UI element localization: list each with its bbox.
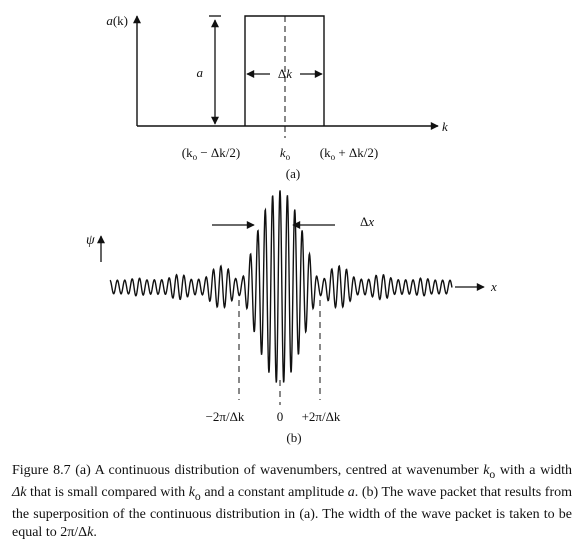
panel-b-tag: (b) bbox=[286, 430, 301, 445]
dx-label: Δx bbox=[360, 214, 374, 229]
panel-b-x-label: x bbox=[490, 279, 497, 294]
figure-8-7: a(k) k a Δk (ko − Δk/2) ko (ko + Δk/2) (… bbox=[86, 13, 497, 445]
tick-zero: 0 bbox=[277, 409, 284, 424]
wave-packet-curve bbox=[109, 190, 453, 383]
panel-a-x-label: k bbox=[442, 119, 448, 134]
tick-minus-2pi-dk: −2π/Δk bbox=[206, 409, 245, 424]
tick-k0: ko bbox=[280, 145, 291, 162]
amplitude-label: a bbox=[197, 65, 204, 80]
figure-caption: Figure 8.7 (a) A continuous distribution… bbox=[12, 463, 573, 540]
tick-plus-2pi-dk: +2π/Δk bbox=[302, 409, 341, 424]
tick-k0-minus: (ko − Δk/2) bbox=[182, 145, 240, 162]
panel-a: a(k) k a Δk (ko − Δk/2) ko (ko + Δk/2) (… bbox=[106, 13, 448, 181]
panel-b: ψ x Δx −2π/Δk 0 +2π/Δk (b) bbox=[86, 190, 497, 445]
panel-b-y-label: ψ bbox=[86, 233, 95, 248]
tick-k0-plus: (ko + Δk/2) bbox=[320, 145, 378, 162]
panel-a-y-label: a(k) bbox=[106, 13, 128, 28]
panel-a-tag: (a) bbox=[286, 166, 300, 181]
width-label-dk: Δk bbox=[278, 66, 292, 81]
